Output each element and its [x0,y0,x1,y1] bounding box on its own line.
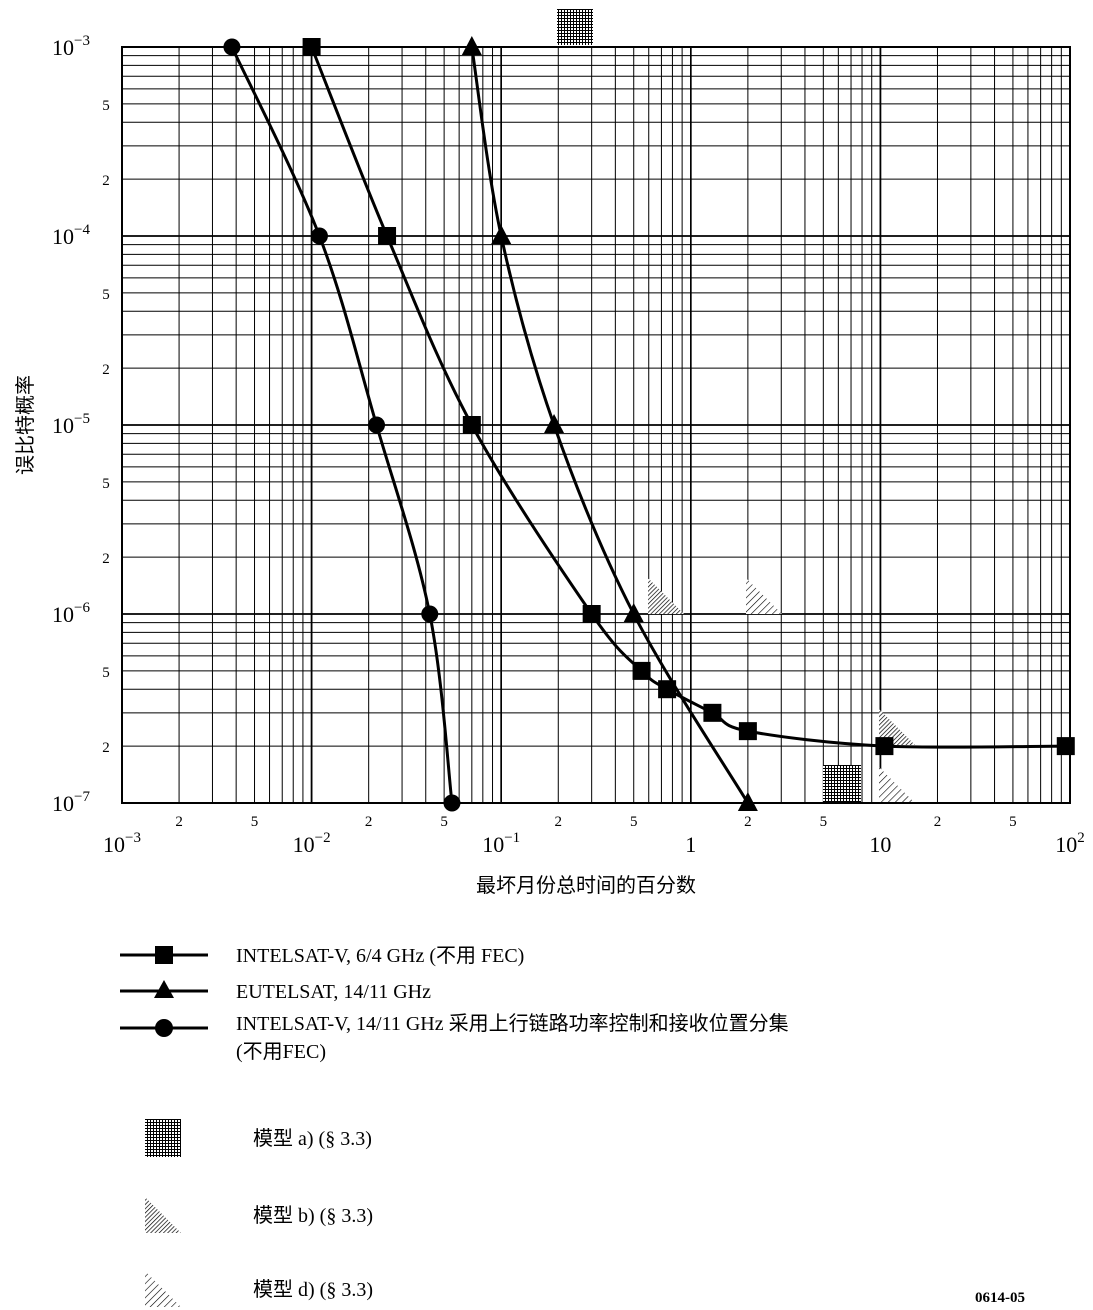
series-legend: INTELSAT-V, 6/4 GHz (不用 FEC) EUTELSAT, 1… [120,945,789,1063]
y-tick-label: 10−7 [52,789,90,816]
data-point-triangle [491,225,512,244]
x-minor-tick-label: 2 [365,814,373,830]
y-minor-tick-label: 2 [102,740,110,756]
x-axis-label: 最坏月份总时间的百分数 [476,873,696,897]
model-d-region-1 [746,578,782,614]
x-minor-tick-label: 2 [744,814,752,830]
legend-label: 模型 d) (§ 3.3) [253,1278,373,1301]
model-b-region-2 [879,709,915,745]
data-point-triangle [623,603,644,622]
y-tick-label: 10−4 [52,222,90,249]
legend-label-line2: (不用FEC) [236,1041,326,1063]
x-minor-tick-label: 5 [251,814,259,830]
x-tick-label: 10−2 [293,830,331,857]
legend-item-intelsat-14-11: INTELSAT-V, 14/11 GHz 采用上行链路功率控制和接收位置分集 … [120,1012,789,1063]
data-point-square [738,722,757,741]
data-point-square [632,661,651,680]
y-axis-label: 误比特概率 [13,375,37,475]
data-point-circle [223,38,241,56]
data-point-square [378,227,397,245]
x-tick-label: 10 [869,832,891,857]
x-minor-tick-label: 5 [440,814,448,830]
legend-label: INTELSAT-V, 14/11 GHz 采用上行链路功率控制和接收位置分集 [236,1012,789,1035]
y-minor-tick-label: 2 [102,173,110,189]
model-regions [557,9,915,803]
data-point-square [462,416,481,434]
data-point-triangle [461,36,482,55]
data-point-square [302,38,321,56]
legend-model-a: 模型 a) (§ 3.3) [145,1119,372,1157]
plot-frame [121,46,1071,804]
grid [121,46,1071,804]
data-point-circle [443,794,461,812]
y-minor-tick-label: 5 [102,98,110,114]
y-minor-tick-label: 2 [102,362,110,378]
series [223,36,1075,812]
y-minor-tick-label: 2 [102,551,110,567]
model-b-region-1 [648,578,684,614]
legend-model-b: 模型 b) (§ 3.3) [145,1197,373,1233]
x-minor-tick-label: 5 [1009,814,1017,830]
x-minor-tick-label: 2 [555,814,563,830]
series-line [310,46,1066,749]
data-point-triangle [544,414,565,433]
x-minor-tick-label: 2 [934,814,942,830]
x-minor-tick-label: 2 [175,814,183,830]
legend-model-d: 模型 d) (§ 3.3) [145,1271,373,1307]
data-point-circle [310,227,328,245]
data-point-square [582,605,601,623]
model-a-region-bottom [823,765,861,803]
x-minor-tick-label: 5 [820,814,828,830]
legend-label: EUTELSAT, 14/11 GHz [236,981,431,1003]
model-legend: 模型 a) (§ 3.3) 模型 b) (§ 3.3) 模型 d) (§ 3.3… [145,1119,373,1307]
series-triangle [461,36,758,811]
x-tick-label: 102 [1055,830,1085,857]
x-tick-label: 10−1 [482,830,520,857]
model-d-region-2 [879,767,915,803]
x-minor-tick-label: 5 [630,814,638,830]
y-minor-tick-label: 5 [102,665,110,681]
x-tick-label: 1 [685,832,696,857]
data-point-triangle [737,792,758,811]
y-minor-tick-label: 5 [102,287,110,303]
data-point-square [1056,737,1075,756]
y-tick-label: 10−5 [52,411,90,438]
series-circle [223,38,461,812]
series-square [302,38,1075,756]
y-axis-ticks: 10−3 5 2 10−4 5 2 10−5 5 2 10−6 5 2 10−7 [52,33,110,816]
y-tick-label: 10−6 [52,600,90,627]
data-point-square [875,737,894,756]
model-a-region-top [557,9,593,45]
data-point-square [658,680,677,699]
legend-label: 模型 b) (§ 3.3) [253,1204,373,1227]
legend-label: INTELSAT-V, 6/4 GHz (不用 FEC) [236,945,524,967]
legend-label: 模型 a) (§ 3.3) [253,1127,372,1150]
figure-id: 0614-05 [975,1290,1025,1306]
data-point-circle [368,416,386,434]
y-tick-label: 10−3 [52,33,90,60]
legend-item-intelsat-6-4: INTELSAT-V, 6/4 GHz (不用 FEC) [120,945,524,967]
y-minor-tick-label: 5 [102,476,110,492]
legend-item-eutelsat: EUTELSAT, 14/11 GHz [120,980,431,1003]
x-tick-label: 10−3 [103,830,141,857]
data-point-circle [421,605,439,623]
data-point-square [703,703,722,722]
